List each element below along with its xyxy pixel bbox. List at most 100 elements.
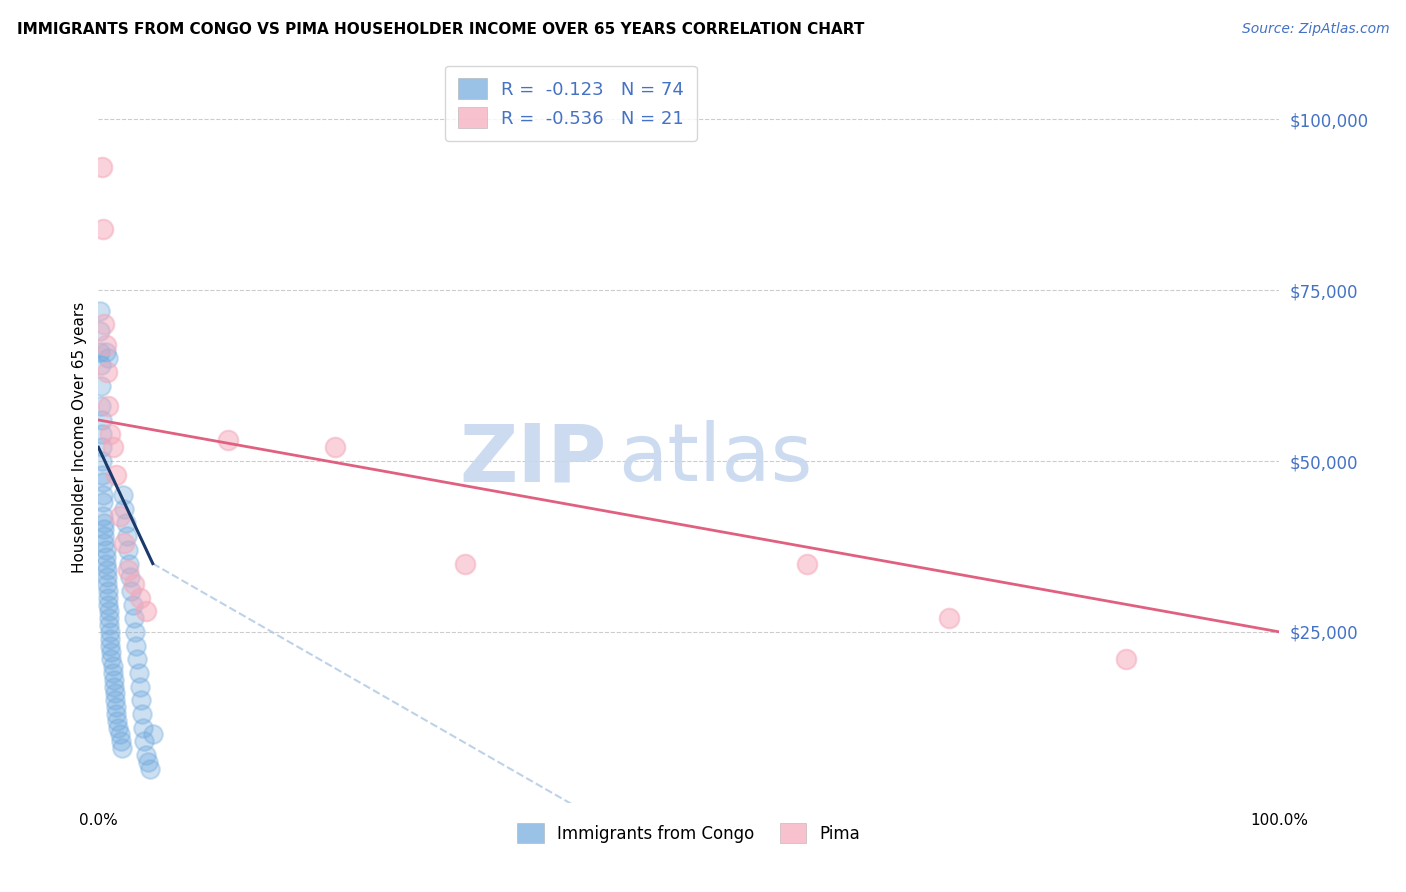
- Point: [118, 557, 141, 571]
- Point: [101, 659, 124, 673]
- Point: [132, 721, 155, 735]
- Point: [121, 583, 143, 598]
- Point: [217, 434, 239, 448]
- Point: [114, 516, 136, 530]
- Point: [128, 665, 150, 680]
- Text: Source: ZipAtlas.com: Source: ZipAtlas.com: [1241, 22, 1389, 37]
- Point: [105, 700, 128, 714]
- Point: [96, 563, 118, 577]
- Point: [91, 488, 114, 502]
- Point: [97, 598, 120, 612]
- Point: [97, 583, 120, 598]
- Point: [127, 652, 149, 666]
- Point: [131, 706, 153, 721]
- Point: [128, 680, 150, 694]
- Point: [91, 467, 114, 482]
- Point: [122, 611, 145, 625]
- Point: [453, 557, 475, 571]
- Point: [125, 639, 148, 653]
- Point: [120, 570, 142, 584]
- Point: [98, 624, 121, 639]
- Point: [938, 611, 960, 625]
- Point: [91, 454, 114, 468]
- Point: [97, 400, 120, 414]
- Point: [1115, 652, 1137, 666]
- Point: [89, 324, 111, 338]
- Point: [93, 318, 115, 332]
- Point: [94, 344, 117, 359]
- Point: [100, 652, 122, 666]
- Y-axis label: Householder Income Over 65 years: Householder Income Over 65 years: [72, 301, 87, 573]
- Point: [108, 727, 131, 741]
- Point: [105, 714, 128, 728]
- Point: [89, 303, 111, 318]
- Point: [91, 221, 114, 235]
- Point: [94, 542, 117, 557]
- Point: [91, 495, 114, 509]
- Point: [139, 762, 162, 776]
- Point: [101, 665, 124, 680]
- Point: [104, 693, 127, 707]
- Point: [90, 359, 112, 373]
- Point: [135, 747, 157, 762]
- Point: [107, 721, 129, 735]
- Point: [796, 557, 818, 571]
- Point: [90, 400, 112, 414]
- Point: [94, 557, 117, 571]
- Point: [97, 591, 120, 605]
- Point: [93, 536, 115, 550]
- Point: [96, 577, 118, 591]
- Point: [98, 639, 121, 653]
- Point: [136, 755, 159, 769]
- Point: [110, 734, 132, 748]
- Point: [90, 379, 112, 393]
- Point: [117, 542, 139, 557]
- Point: [135, 604, 157, 618]
- Point: [97, 351, 120, 366]
- Point: [142, 727, 165, 741]
- Point: [91, 440, 114, 454]
- Point: [124, 624, 146, 639]
- Point: [91, 413, 114, 427]
- Point: [98, 611, 121, 625]
- Text: atlas: atlas: [619, 420, 813, 498]
- Point: [100, 645, 122, 659]
- Point: [94, 549, 117, 564]
- Point: [91, 426, 114, 441]
- Point: [128, 591, 150, 605]
- Point: [103, 680, 125, 694]
- Point: [93, 516, 115, 530]
- Point: [105, 706, 128, 721]
- Point: [93, 529, 115, 543]
- Point: [117, 563, 139, 577]
- Point: [323, 440, 346, 454]
- Point: [98, 604, 121, 618]
- Point: [122, 577, 145, 591]
- Point: [91, 475, 114, 489]
- Point: [112, 536, 135, 550]
- Point: [115, 529, 138, 543]
- Point: [112, 488, 135, 502]
- Point: [98, 618, 121, 632]
- Point: [89, 344, 111, 359]
- Point: [91, 508, 114, 523]
- Point: [96, 365, 118, 379]
- Point: [104, 686, 127, 700]
- Point: [103, 673, 125, 687]
- Legend: Immigrants from Congo, Pima: Immigrants from Congo, Pima: [510, 817, 868, 849]
- Text: ZIP: ZIP: [458, 420, 606, 498]
- Point: [98, 632, 121, 646]
- Point: [91, 160, 114, 174]
- Point: [108, 508, 131, 523]
- Point: [96, 570, 118, 584]
- Point: [111, 741, 134, 756]
- Point: [134, 734, 156, 748]
- Text: IMMIGRANTS FROM CONGO VS PIMA HOUSEHOLDER INCOME OVER 65 YEARS CORRELATION CHART: IMMIGRANTS FROM CONGO VS PIMA HOUSEHOLDE…: [17, 22, 865, 37]
- Point: [98, 426, 121, 441]
- Point: [121, 598, 143, 612]
- Point: [101, 440, 124, 454]
- Point: [94, 338, 117, 352]
- Point: [112, 501, 135, 516]
- Point: [93, 522, 115, 536]
- Point: [105, 467, 128, 482]
